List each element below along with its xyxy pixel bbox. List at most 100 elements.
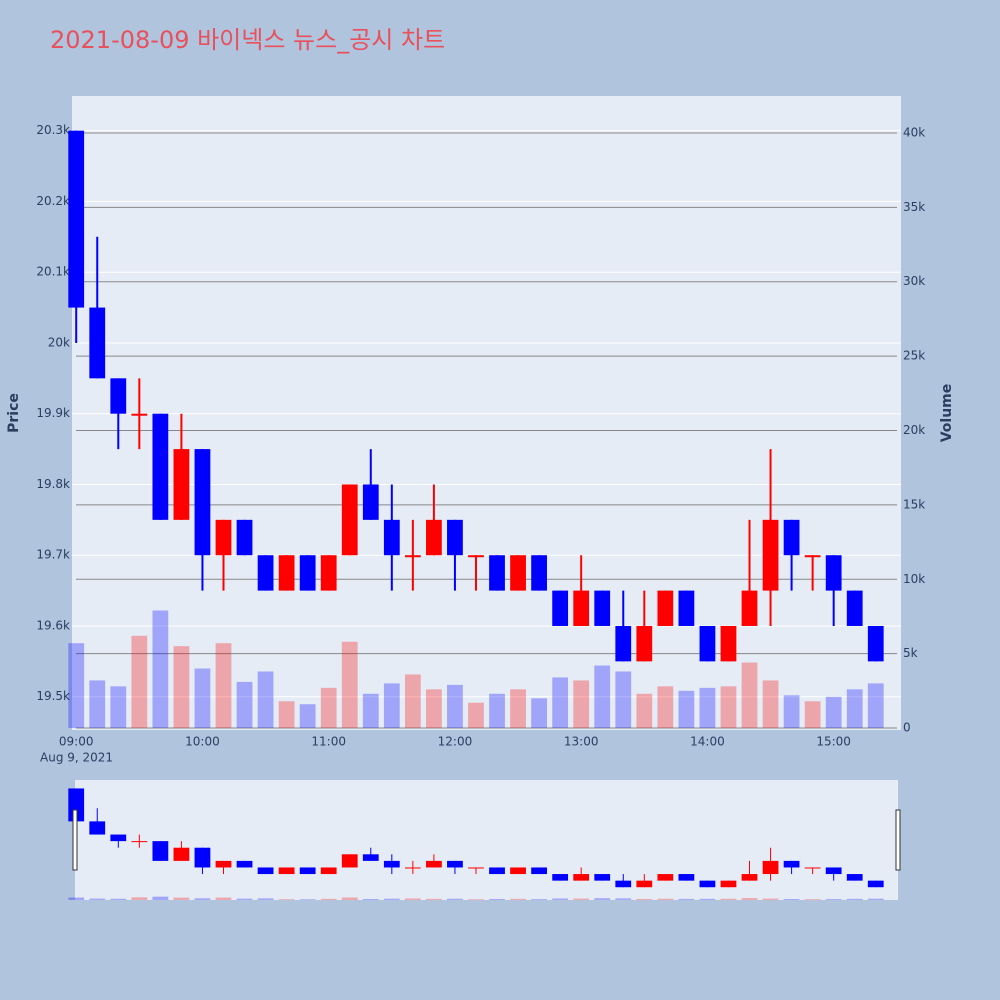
candle-body xyxy=(783,519,800,556)
mini-candle-body xyxy=(68,788,85,822)
mini-candle-body xyxy=(636,880,653,888)
volume-bar xyxy=(552,677,569,729)
mini-candle-body xyxy=(657,874,674,881)
candle-body xyxy=(615,625,632,662)
mini-candle-body xyxy=(194,847,211,868)
mini-volume-bar xyxy=(173,897,190,900)
chart-title: 2021-08-09 바이넥스 뉴스_공시 차트 xyxy=(50,26,445,54)
volume-bar xyxy=(320,687,337,729)
mini-volume-bar xyxy=(720,898,737,900)
mini-volume-bar xyxy=(362,898,379,900)
mini-volume-bar xyxy=(846,898,863,900)
candle-body xyxy=(320,555,337,591)
candle-body xyxy=(468,555,484,558)
volume-bar xyxy=(257,671,274,729)
mini-volume-bar xyxy=(552,898,569,900)
mini-candle-body xyxy=(867,880,884,888)
mini-volume-bar xyxy=(299,899,316,900)
mini-candle-body xyxy=(236,860,253,868)
mini-candle-body xyxy=(447,860,463,868)
volume-bar xyxy=(720,686,737,729)
mini-volume-bar xyxy=(89,898,106,900)
range-handle[interactable] xyxy=(895,809,901,871)
mini-candle-body xyxy=(152,841,169,861)
range-handle[interactable] xyxy=(72,809,78,871)
mini-candle-body xyxy=(489,867,505,875)
mini-volume-bar xyxy=(741,898,758,900)
mini-volume-bar xyxy=(341,897,358,900)
volume-bar xyxy=(236,681,253,729)
mini-candle-body xyxy=(404,867,421,869)
candle-body xyxy=(741,590,758,626)
mini-volume-bar xyxy=(447,898,463,900)
mini-volume-bar xyxy=(594,898,611,900)
candle-body xyxy=(447,519,463,556)
mini-volume-bar xyxy=(783,899,800,900)
volume-bar xyxy=(404,674,421,729)
mini-volume-bar xyxy=(236,898,253,900)
y-tick-label: 20k xyxy=(48,335,70,349)
y2-tick-label: 35k xyxy=(903,200,925,214)
volume-bar xyxy=(152,610,169,729)
volume-bar xyxy=(783,695,800,729)
mini-candle-body xyxy=(615,880,632,888)
y2-tick-label: 20k xyxy=(903,423,925,437)
volume-bar xyxy=(278,701,295,729)
x-tick-label: 15:00 xyxy=(816,735,851,749)
y2-tick-label: 25k xyxy=(903,349,925,363)
mini-volume-bar xyxy=(215,897,232,900)
mini-candle-body xyxy=(573,874,590,881)
candle-body xyxy=(426,519,442,556)
mini-candle-body xyxy=(110,834,127,842)
mini-volume-bar xyxy=(636,898,653,900)
mini-volume-bar xyxy=(531,899,547,900)
candle-body xyxy=(362,484,379,520)
mini-candle-body xyxy=(552,874,569,881)
candle-body xyxy=(236,519,253,556)
candle-body xyxy=(383,519,400,556)
volume-bar xyxy=(594,665,611,729)
mini-candle-body xyxy=(320,867,337,875)
y-tick-label: 19.7k xyxy=(36,548,70,562)
mini-candle-body xyxy=(699,880,716,888)
mini-volume-bar xyxy=(615,898,632,900)
range-slider[interactable] xyxy=(75,780,898,900)
plot-area xyxy=(72,96,901,730)
y-tick-label: 20.1k xyxy=(36,265,70,279)
volume-bar xyxy=(426,689,442,729)
mini-volume-bar xyxy=(867,898,884,900)
volume-bar xyxy=(131,635,148,729)
volume-bar xyxy=(383,683,400,729)
mini-candle-body xyxy=(426,860,442,868)
candle-body xyxy=(341,484,358,556)
volume-bar xyxy=(215,643,232,729)
candle-body xyxy=(657,590,674,626)
candle-body xyxy=(762,519,779,591)
y2-tick-label: 10k xyxy=(903,572,925,586)
candle-body xyxy=(404,555,421,558)
x-tick-label: 14:00 xyxy=(690,735,725,749)
mini-candle-body xyxy=(783,860,800,868)
mini-volume-bar xyxy=(510,898,526,900)
mini-candle-body xyxy=(468,867,484,869)
mini-volume-bar xyxy=(762,898,779,900)
volume-bar xyxy=(678,690,695,729)
mini-candle-body xyxy=(762,860,779,875)
candle-body xyxy=(804,555,821,558)
volume-bar xyxy=(657,686,674,729)
candle-body xyxy=(131,413,148,416)
candle-body xyxy=(257,555,274,591)
volume-bar xyxy=(825,696,842,729)
candle-body xyxy=(720,625,737,662)
mini-volume-bar xyxy=(383,898,400,900)
mini-volume-bar xyxy=(194,898,211,900)
mini-candle-body xyxy=(531,867,547,875)
candle-body xyxy=(552,590,569,626)
mini-candle-body xyxy=(299,867,316,875)
mini-candle-body xyxy=(720,880,737,888)
volume-bar xyxy=(699,687,716,729)
x-tick-label: 10:00 xyxy=(185,735,220,749)
volume-bar xyxy=(89,680,106,729)
mini-volume-bar xyxy=(131,897,148,900)
mini-candle-body xyxy=(510,867,526,875)
